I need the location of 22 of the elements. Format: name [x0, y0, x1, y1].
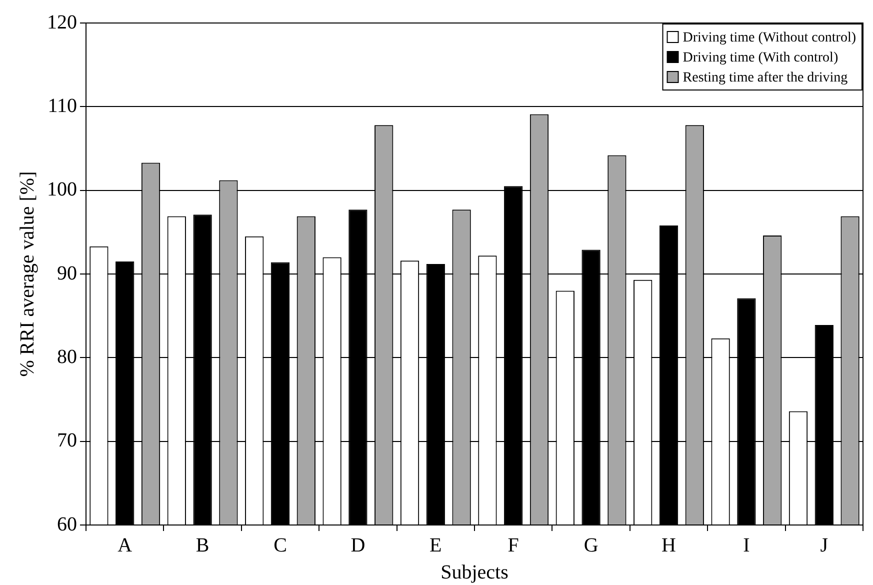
y-tick-label: 70 — [57, 430, 77, 452]
legend-label: Driving time (With control) — [682, 50, 838, 66]
x-tick-label: F — [508, 534, 519, 556]
y-tick-label: 80 — [57, 346, 77, 368]
y-axis-title: % RRI average value [%] — [16, 171, 38, 377]
x-tick-label: C — [274, 534, 287, 556]
x-tick-label: B — [196, 534, 210, 556]
x-axis-title: Subjects — [440, 561, 509, 584]
y-tick-label: 120 — [47, 11, 77, 34]
x-tick-label: A — [118, 534, 133, 556]
x-tick-label: H — [662, 534, 676, 556]
y-tick-label: 60 — [57, 513, 77, 536]
x-tick-label: G — [584, 534, 598, 556]
x-tick-label: E — [430, 534, 442, 556]
y-tick-label: 110 — [48, 94, 77, 117]
y-tick-label: 90 — [57, 262, 77, 284]
legend-label: Resting time after the driving — [682, 70, 848, 86]
legend-label: Driving time (Without control) — [682, 30, 856, 46]
y-tick-label: 100 — [47, 178, 77, 201]
x-tick-label: D — [350, 534, 366, 556]
x-tick-label: J — [820, 534, 828, 556]
x-tick-label: I — [743, 534, 750, 556]
